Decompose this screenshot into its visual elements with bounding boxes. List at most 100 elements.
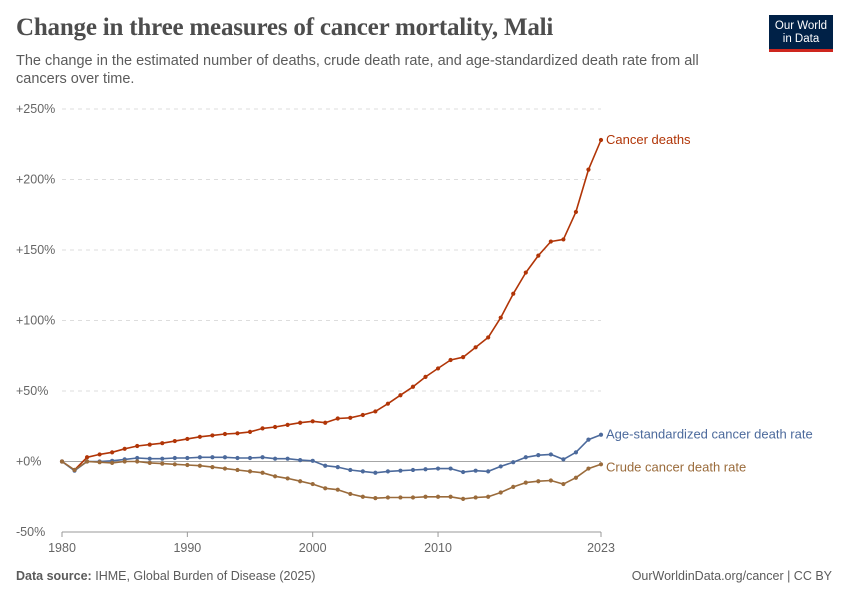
crude-cancer-death-rate-point [573, 475, 579, 480]
cancer-deaths-point [323, 420, 328, 425]
x-tick-label: 1980 [48, 541, 76, 555]
crude-cancer-death-rate-point [285, 476, 290, 481]
cancer-deaths-point [486, 335, 491, 340]
x-tick-label: 2010 [424, 541, 452, 555]
crude-cancer-death-rate-point [235, 467, 240, 473]
owid-logo[interactable]: Our World in Data [769, 15, 833, 52]
y-tick-label: +250% [16, 102, 55, 116]
crude-cancer-death-rate-point [586, 466, 591, 471]
cancer-deaths-point [360, 412, 365, 418]
crude-cancer-death-rate-point [72, 467, 77, 473]
crude-cancer-death-rate-point [310, 481, 315, 487]
cancer-deaths-point [197, 434, 202, 439]
crude-cancer-death-rate-point [122, 459, 127, 464]
y-tick-label: +100% [16, 314, 55, 328]
crude-cancer-death-rate-point [348, 491, 353, 497]
gridlines [62, 108, 601, 462]
cancer-deaths-point [235, 431, 240, 436]
crude-cancer-death-rate-point [97, 460, 102, 465]
age-standardized-cancer-death-rate-point [511, 460, 516, 465]
cancer-deaths-point [310, 419, 315, 424]
crude-cancer-death-rate-point [511, 484, 516, 489]
cancer-deaths-point [573, 209, 579, 215]
cancer-deaths-point [272, 424, 278, 430]
crude-cancer-death-rate-point [222, 466, 228, 471]
crude-cancer-death-rate-point [523, 480, 528, 485]
cancer-deaths-point [523, 270, 528, 275]
crude-cancer-death-rate-point [435, 494, 441, 499]
crude-cancer-death-rate-point [561, 481, 566, 487]
age-standardized-cancer-death-rate-point [598, 432, 604, 437]
cancer-deaths-point [285, 422, 290, 427]
series-group [59, 137, 604, 501]
crude-cancer-death-rate-point [423, 494, 428, 499]
cancer-deaths-point [461, 355, 466, 360]
cancer-deaths-point [448, 357, 453, 363]
age-standardized-cancer-death-rate-point [185, 455, 190, 461]
age-standardized-cancer-death-rate-point [210, 455, 215, 460]
crude-cancer-death-rate-point [335, 487, 340, 492]
crude-cancer-death-rate-point [59, 459, 65, 464]
logo-line-1: Our World [774, 20, 828, 32]
age-standardized-cancer-death-rate-point [448, 466, 453, 471]
age-standardized-cancer-death-rate-point [435, 466, 441, 471]
footer-url[interactable]: OurWorldinData.org/cancer | CC BY [631, 569, 832, 583]
crude-cancer-death-rate-point [260, 470, 265, 475]
crude-cancer-death-rate-point [323, 486, 328, 491]
crude-cancer-death-rate-point [160, 461, 165, 466]
age-standardized-cancer-death-rate-point [561, 457, 566, 462]
age-standardized-cancer-death-rate-point [461, 469, 466, 475]
logo-line-2: in Data [782, 33, 820, 45]
crude-cancer-death-rate-point [172, 462, 177, 467]
data-source-label: Data source: [16, 569, 92, 583]
x-tick-label: 2000 [299, 541, 327, 555]
crude-cancer-death-rate-point [272, 474, 278, 479]
age-standardized-cancer-death-rate-point [548, 452, 553, 457]
crude-cancer-death-rate-point [110, 460, 115, 466]
chart-title: Change in three measures of cancer morta… [16, 14, 554, 41]
cancer-deaths-point [423, 374, 428, 379]
cancer-deaths-point [185, 436, 190, 442]
crude-cancer-death-rate-point [360, 494, 365, 499]
age-standardized-cancer-death-rate-point [385, 469, 391, 474]
crude-cancer-death-rate-point [473, 495, 478, 500]
cancer-deaths-point [498, 315, 503, 320]
age-standardized-cancer-death-rate-point [423, 467, 428, 472]
data-source: Data source: IHME, Global Burden of Dise… [16, 569, 315, 583]
age-standardized-cancer-death-rate-point [348, 467, 353, 473]
cancer-deaths-point [222, 431, 228, 437]
crude-cancer-death-rate-point [398, 495, 403, 500]
crude-cancer-death-rate-point [548, 478, 553, 483]
series-labels: Cancer deaths Age-standardized cancer dea… [606, 132, 813, 474]
crude-cancer-death-rate-point [461, 496, 466, 501]
crude-cancer-death-rate-point [185, 462, 190, 468]
crude-cancer-death-rate-point [197, 463, 202, 468]
crude-cancer-death-rate-point [210, 465, 215, 470]
age-standardized-cancer-death-rate-point [536, 453, 541, 458]
age-standardized-cancer-death-rate-point [135, 455, 140, 461]
age-standardized-cancer-death-rate-point [360, 469, 365, 474]
x-tick-label: 2023 [587, 541, 615, 555]
crude-cancer-death-rate-point [536, 479, 541, 484]
cancer-deaths-point [260, 426, 265, 431]
cancer-deaths-point [511, 291, 516, 296]
age-standardized-cancer-death-rate-point [298, 457, 303, 463]
crude-cancer-death-rate-label: Crude cancer death rate [606, 459, 746, 474]
age-standardized-cancer-death-rate-point [235, 455, 240, 461]
y-tick-label: -50% [16, 525, 45, 539]
cancer-deaths-point [84, 455, 90, 460]
age-standardized-cancer-death-rate-point [172, 455, 177, 461]
crude-cancer-death-rate-point [84, 459, 90, 464]
y-tick-label: +150% [16, 243, 55, 257]
cancer-deaths-point [548, 239, 553, 244]
crude-cancer-death-rate-point [147, 460, 152, 466]
cancer-deaths-point [298, 420, 303, 425]
cancer-deaths-point [172, 438, 177, 444]
data-source-text: IHME, Global Burden of Disease (2025) [95, 569, 316, 583]
cancer-deaths-point [97, 452, 102, 457]
crude-cancer-death-rate-point [373, 496, 378, 501]
chart-subtitle: The change in the estimated number of de… [16, 53, 699, 87]
crude-cancer-death-rate-point [498, 490, 503, 495]
crude-cancer-death-rate-point [135, 459, 140, 464]
age-standardized-cancer-death-rate-point [373, 470, 378, 475]
